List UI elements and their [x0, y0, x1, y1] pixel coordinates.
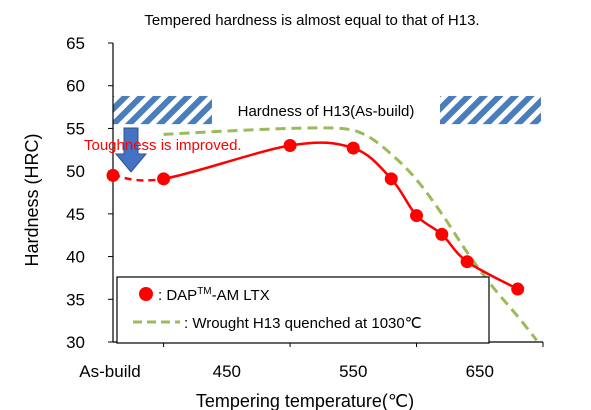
- toughness-annotation: Toughness is improved.: [84, 137, 242, 154]
- x-tick-label: 650: [466, 362, 494, 381]
- y-tick-label: 60: [66, 77, 85, 96]
- dap-data-point: [384, 172, 398, 186]
- legend-dap-prefix: : DAP: [158, 287, 197, 304]
- toughness-arrow: [114, 127, 148, 173]
- dap-data-point: [283, 139, 297, 153]
- y-tick-label: 35: [66, 290, 85, 309]
- x-tick-label: As-build: [79, 362, 140, 381]
- dap-data-point: [106, 168, 120, 182]
- x-tick-label: 450: [213, 362, 241, 381]
- series-points: [106, 139, 525, 296]
- y-tick-label: 30: [66, 333, 85, 352]
- y-axis: 65 60 55 50 45 40 35 30: [66, 34, 114, 352]
- y-tick-label: 45: [66, 205, 85, 224]
- dap-data-point: [410, 209, 424, 223]
- legend-h13-label: : Wrought H13 quenched at 1030℃: [184, 315, 422, 332]
- y-tick-label: 55: [66, 119, 85, 138]
- x-axis: As-build 450 550 650: [79, 341, 544, 381]
- dap-data-point: [346, 141, 360, 155]
- legend-box: [116, 276, 490, 344]
- legend-dap-tm: TM: [197, 286, 211, 297]
- x-axis-title: Tempering temperature(℃): [196, 391, 414, 410]
- y-tick-label: 40: [66, 248, 85, 267]
- x-tick-label: 550: [339, 362, 367, 381]
- h13-series-line: [163, 126, 538, 342]
- h13-band-label: Hardness of H13(As-build): [238, 103, 415, 120]
- y-tick-label: 50: [66, 162, 85, 181]
- legend: : DAPTM-AM LTX : Wrought H13 quenched at…: [116, 276, 490, 344]
- y-tick-label: 65: [66, 34, 85, 53]
- dap-data-point: [460, 255, 474, 269]
- legend-dap-label: : DAPTM-AM LTX: [158, 286, 270, 304]
- dap-data-point: [511, 282, 525, 296]
- legend-dap-marker: [139, 287, 153, 301]
- legend-dap-suffix: -AM LTX: [212, 287, 270, 304]
- dap-series-line-dashed: [112, 174, 164, 182]
- chart-title: Tempered hardness is almost equal to tha…: [144, 12, 479, 29]
- y-axis-title: Hardness (HRC): [22, 133, 42, 266]
- toughness-arrow-shape: [114, 127, 148, 173]
- h13-band-label-box: [212, 94, 440, 126]
- h13-hardness-band: Hardness of H13(As-build): [113, 94, 541, 126]
- dap-data-point: [157, 172, 171, 186]
- dap-data-point: [435, 227, 449, 241]
